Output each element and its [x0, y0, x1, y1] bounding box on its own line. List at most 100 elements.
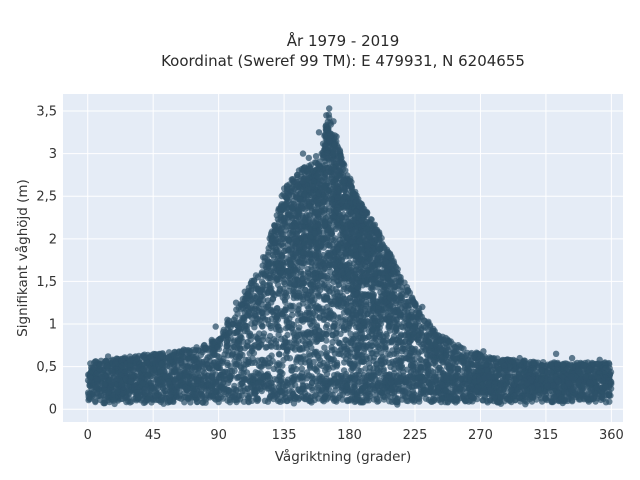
data-point — [261, 316, 269, 323]
data-point — [305, 216, 313, 223]
data-point — [274, 281, 282, 289]
data-point — [299, 318, 307, 325]
data-point — [313, 348, 320, 355]
chart-title-line1: År 1979 - 2019 — [287, 31, 400, 50]
data-point — [246, 330, 254, 337]
data-point — [263, 343, 270, 351]
data-point — [265, 336, 272, 344]
data-point — [383, 332, 390, 339]
data-point — [463, 352, 470, 359]
data-point — [416, 355, 424, 363]
data-point — [397, 338, 404, 346]
data-point — [282, 194, 290, 202]
data-point — [314, 210, 322, 217]
data-point — [313, 216, 320, 224]
data-point — [341, 277, 348, 285]
data-point — [290, 321, 298, 329]
data-point — [348, 277, 356, 285]
data-point — [272, 316, 280, 323]
data-point — [358, 330, 366, 338]
data-point — [331, 346, 338, 353]
data-point — [469, 354, 477, 361]
data-point — [170, 368, 178, 376]
data-point — [272, 337, 280, 345]
data-point — [410, 314, 418, 321]
data-point — [340, 299, 347, 307]
data-point — [402, 315, 409, 322]
data-point — [354, 337, 362, 345]
data-point — [354, 346, 361, 353]
data-point — [288, 367, 295, 374]
data-point — [325, 365, 332, 373]
data-point — [456, 343, 463, 351]
data-point — [362, 293, 369, 301]
data-point — [327, 298, 334, 305]
data-point — [299, 275, 307, 282]
data-point — [368, 312, 375, 319]
data-point — [362, 365, 369, 372]
data-point — [284, 268, 291, 275]
data-point — [325, 287, 333, 294]
data-point — [374, 284, 381, 291]
data-point — [372, 317, 380, 324]
data-point — [308, 314, 316, 322]
data-point — [407, 362, 415, 369]
data-point — [225, 322, 232, 329]
data-point — [430, 357, 437, 364]
data-point — [325, 356, 332, 363]
data-point — [352, 191, 359, 198]
data-point — [409, 325, 417, 332]
data-point — [405, 287, 412, 294]
data-point — [287, 261, 294, 268]
data-point — [381, 299, 389, 306]
data-point — [308, 266, 315, 274]
data-point — [325, 277, 332, 284]
data-point — [443, 358, 450, 365]
data-point — [255, 362, 263, 369]
data-point — [295, 331, 302, 339]
data-point — [387, 363, 394, 370]
data-point — [457, 358, 465, 365]
data-point — [150, 366, 157, 373]
data-point — [359, 278, 366, 285]
data-point — [299, 255, 306, 262]
data-point — [249, 296, 256, 303]
data-point — [327, 175, 335, 182]
data-point — [235, 319, 242, 326]
data-point — [297, 196, 304, 203]
data-point — [328, 196, 335, 203]
data-point — [307, 258, 314, 266]
data-point — [218, 359, 226, 367]
data-point — [242, 356, 249, 364]
data-point — [385, 339, 393, 346]
data-point — [234, 340, 241, 347]
data-point — [355, 356, 362, 363]
data-point — [332, 235, 339, 242]
data-point — [580, 362, 587, 369]
data-point — [318, 272, 325, 280]
data-point — [337, 340, 344, 347]
data-point — [321, 175, 329, 183]
data-point — [294, 228, 302, 235]
data-point — [394, 266, 401, 273]
data-point — [419, 332, 426, 340]
data-point — [396, 365, 403, 373]
data-point — [371, 270, 378, 277]
data-point — [268, 352, 275, 359]
data-point — [357, 308, 364, 315]
data-point — [368, 276, 376, 283]
data-point — [312, 366, 319, 373]
data-point — [313, 322, 321, 329]
data-point — [283, 182, 291, 189]
data-point — [365, 333, 372, 341]
data-point — [215, 336, 222, 344]
data-point — [445, 364, 453, 371]
data-point — [307, 320, 314, 328]
data-point — [225, 329, 232, 337]
data-point — [386, 351, 394, 358]
data-point — [298, 365, 305, 372]
data-point — [275, 253, 282, 260]
data-point — [443, 352, 450, 360]
data-point — [326, 249, 333, 256]
